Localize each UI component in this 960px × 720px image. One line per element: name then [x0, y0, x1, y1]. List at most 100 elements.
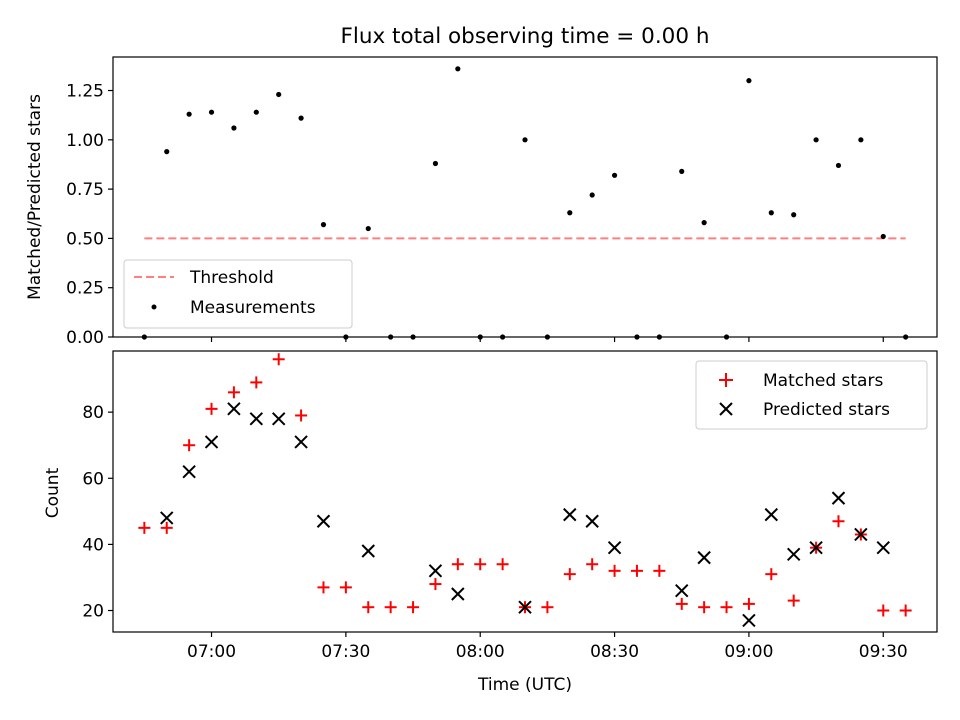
- predicted-star-point: [451, 587, 465, 601]
- predicted-star-point: [249, 412, 264, 426]
- matched-star-point: [227, 386, 240, 399]
- measurement-point: [477, 334, 483, 340]
- top-plot-area: [112, 56, 938, 338]
- measurement-points: [141, 66, 909, 340]
- matched-star-point: [339, 581, 352, 594]
- predicted-star-point: [428, 564, 443, 578]
- measurement-point: [903, 334, 909, 340]
- legend-threshold-label: Threshold: [189, 268, 274, 288]
- matched-star-point: [407, 601, 420, 614]
- measurement-point: [231, 125, 237, 131]
- matched-star-point: [160, 521, 173, 534]
- top-legend: Threshold Measurements: [123, 259, 353, 329]
- predicted-star-point: [563, 507, 577, 522]
- measurement-point: [813, 137, 819, 143]
- predicted-stars-points: [160, 402, 890, 628]
- top-y-tick-label: 0.75: [66, 180, 104, 200]
- matched-star-point: [384, 601, 397, 614]
- top-y-tick-label: 0.25: [66, 279, 104, 299]
- measurement-point: [611, 172, 618, 178]
- matched-stars-points: [138, 353, 912, 617]
- bottom-y-tick-label: 40: [82, 535, 104, 555]
- top-chart-title: Flux total observing time = 0.00 h: [341, 24, 710, 49]
- bottom-x-tick-label: 07:30: [321, 642, 370, 662]
- matched-star-point: [765, 568, 778, 581]
- legend-measurement-dot-icon: [151, 304, 157, 310]
- measurement-point: [701, 220, 707, 226]
- matched-star-point: [474, 558, 487, 571]
- bottom-x-tick-label: 09:00: [724, 642, 773, 662]
- measurement-point: [320, 222, 327, 228]
- measurement-point: [388, 334, 394, 340]
- top-y-ticks: 0.00 0.25 0.50 0.75 1.00 1.25: [66, 82, 113, 348]
- matched-star-point: [698, 601, 711, 614]
- predicted-star-point: [675, 583, 689, 598]
- measurement-point: [656, 334, 662, 340]
- predicted-star-point: [786, 547, 801, 562]
- measurement-point: [164, 149, 170, 155]
- predicted-star-point: [764, 507, 779, 522]
- predicted-star-point: [204, 435, 219, 449]
- matched-star-point: [272, 353, 285, 366]
- matched-star-point: [205, 402, 218, 415]
- predicted-star-point: [607, 540, 622, 555]
- matched-star-point: [630, 564, 643, 577]
- predicted-star-point: [585, 514, 599, 528]
- matched-star-point: [675, 597, 688, 610]
- bottom-x-tick-label: 08:00: [456, 642, 505, 662]
- predicted-star-point: [182, 464, 196, 479]
- matched-star-point: [832, 515, 845, 528]
- matched-star-point: [742, 597, 755, 610]
- predicted-star-point: [518, 600, 532, 614]
- matched-star-point: [138, 521, 151, 534]
- measurement-point: [141, 334, 147, 340]
- top-y-tick-label: 0.00: [66, 328, 104, 348]
- predicted-star-point: [854, 527, 868, 542]
- top-y-tick-label: 0.50: [66, 229, 104, 249]
- measurement-point: [880, 233, 886, 240]
- matched-star-point: [608, 564, 621, 577]
- bottom-legend: Matched stars Predicted stars: [695, 360, 928, 430]
- bottom-y-axis-label: Count: [43, 467, 63, 518]
- measurement-point: [186, 111, 192, 117]
- legend-predicted-x-icon: [719, 402, 733, 416]
- bottom-x-tick-label: 08:30: [590, 642, 639, 662]
- predicted-star-point: [809, 540, 823, 555]
- measurement-point: [410, 334, 416, 340]
- matched-star-point: [183, 439, 196, 452]
- measurement-point: [455, 66, 461, 72]
- legend-matched-plus-icon: [719, 373, 733, 387]
- legend-predicted-label: Predicted stars: [763, 400, 890, 420]
- top-y-tick-label: 1.00: [66, 131, 104, 151]
- legend-measurements-label: Measurements: [190, 298, 316, 318]
- bottom-x-tick-label: 09:30: [859, 642, 908, 662]
- measurement-point: [567, 210, 573, 216]
- matched-star-point: [295, 409, 308, 422]
- bottom-y-tick-label: 60: [82, 469, 104, 489]
- measurement-point: [544, 334, 550, 340]
- predicted-star-point: [697, 550, 711, 565]
- matched-star-point: [787, 594, 800, 607]
- predicted-star-point: [160, 511, 174, 525]
- measurement-point: [835, 162, 842, 169]
- measurement-point: [522, 137, 528, 143]
- matched-star-point: [317, 581, 330, 594]
- legend-matched-label: Matched stars: [763, 371, 883, 391]
- measurement-point: [589, 192, 595, 198]
- measurement-point: [208, 109, 215, 115]
- matched-star-point: [451, 558, 464, 571]
- measurement-point: [768, 210, 774, 216]
- matched-star-point: [586, 558, 599, 571]
- matched-star-point: [541, 601, 554, 614]
- predicted-star-point: [271, 412, 286, 426]
- measurement-point: [298, 115, 304, 121]
- matched-star-point: [250, 376, 263, 389]
- measurement-point: [253, 109, 259, 115]
- matched-star-point: [877, 604, 890, 617]
- measurement-point: [500, 334, 506, 340]
- top-y-axis-label: Matched/Predicted stars: [25, 94, 45, 300]
- matched-star-point: [429, 578, 442, 591]
- matched-star-point: [899, 604, 912, 617]
- top-y-tick-label: 1.25: [66, 82, 104, 102]
